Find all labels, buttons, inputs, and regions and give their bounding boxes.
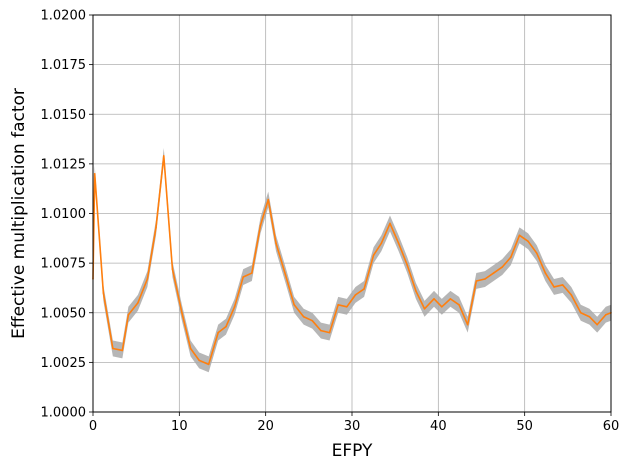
y-tick-label: 1.0025: [41, 356, 87, 371]
data-point: [354, 294, 357, 296]
data-point: [233, 305, 236, 308]
data-point: [284, 274, 287, 276]
data-point: [320, 329, 322, 332]
data-point: [127, 313, 130, 316]
x-tick-label: 10: [171, 419, 188, 434]
data-point: [561, 284, 564, 286]
y-axis-ticks: 1.0000 1.0025 1.0050 1.0075 1.0100 1.0125 1.01…: [41, 9, 93, 421]
data-point: [217, 331, 219, 334]
y-tick-label: 1.0175: [41, 58, 87, 73]
data-point: [440, 305, 443, 308]
data-point: [544, 272, 547, 274]
data-point: [458, 304, 460, 306]
data-point: [389, 222, 391, 225]
y-tick-label: 1.0000: [41, 406, 87, 421]
data-point: [535, 252, 538, 254]
data-point: [328, 331, 331, 334]
data-point: [466, 323, 469, 326]
x-tick-label: 60: [603, 419, 620, 434]
data-point: [484, 278, 486, 280]
data-point: [380, 242, 383, 245]
data-point: [275, 242, 277, 245]
y-tick-label: 1.0200: [41, 9, 87, 24]
data-point: [492, 272, 495, 274]
data-point: [518, 234, 521, 237]
data-point: [337, 304, 339, 306]
x-axis-label: EFPY: [332, 441, 373, 461]
series-line-k_eff: [92, 155, 612, 366]
data-point: [397, 242, 400, 245]
y-tick-label: 1.0100: [41, 207, 87, 222]
data-point: [102, 292, 105, 294]
data-point: [605, 313, 607, 316]
data-point: [527, 240, 529, 243]
data-point: [423, 307, 426, 310]
x-tick-label: 0: [89, 419, 97, 434]
data-point: [475, 280, 478, 282]
data-point: [189, 347, 192, 350]
data-point: [198, 359, 200, 362]
data-point: [501, 266, 504, 268]
data-point: [259, 224, 262, 227]
data-point: [449, 298, 452, 300]
data-point: [171, 268, 174, 270]
data-point: [363, 288, 365, 290]
data-point: [93, 173, 96, 175]
y-axis-label: Effective multiplication factor: [9, 88, 29, 339]
data-point: [207, 363, 210, 366]
data-point: [406, 264, 409, 266]
data-point: [121, 349, 124, 352]
x-tick-label: 30: [344, 419, 361, 434]
data-point: [415, 290, 417, 292]
data-point: [162, 155, 165, 157]
data-point: [225, 325, 227, 328]
data-point: [242, 276, 245, 278]
data-point: [579, 311, 582, 314]
x-tick-label: 40: [430, 419, 447, 434]
data-point: [596, 323, 598, 326]
data-point: [137, 302, 139, 304]
data-point: [155, 226, 157, 229]
y-tick-label: 1.0125: [41, 157, 87, 172]
data-point: [510, 256, 512, 258]
data-point: [181, 311, 183, 314]
data-point: [570, 294, 573, 296]
data-point: [293, 304, 295, 306]
data-point: [433, 298, 435, 300]
y-tick-label: 1.0150: [41, 108, 87, 123]
data-point: [302, 315, 305, 318]
x-tick-label: 50: [516, 419, 533, 434]
data-point: [112, 347, 114, 350]
data-point: [588, 315, 591, 318]
x-axis-ticks: 0 10 20 30 40 50 60: [89, 412, 619, 434]
x-tick-label: 20: [257, 419, 274, 434]
data-point: [553, 286, 555, 288]
y-tick-label: 1.0050: [41, 306, 87, 321]
data-point: [311, 319, 314, 322]
y-tick-label: 1.0075: [41, 257, 87, 272]
data-point: [372, 254, 375, 256]
data-point: [267, 198, 270, 201]
data-point: [251, 272, 253, 274]
data-point: [146, 278, 149, 280]
data-point: [346, 305, 348, 308]
